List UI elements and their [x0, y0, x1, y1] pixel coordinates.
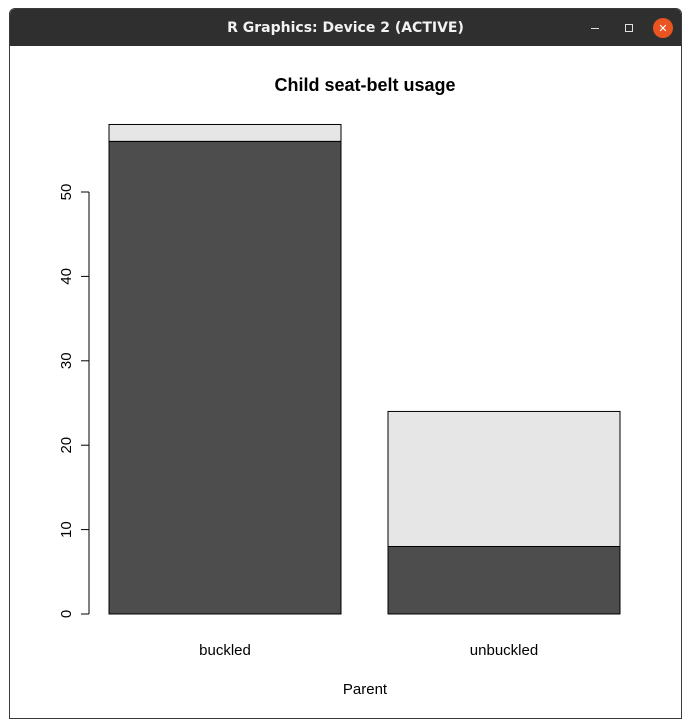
minimize-icon	[591, 27, 599, 29]
bar-buckled-segment-1	[108, 140, 342, 615]
bar-chart: Child seat-belt usage Parent 0 10 20 30 40 50…	[58, 75, 621, 698]
y-tick-label: 40	[58, 268, 75, 285]
bar-unbuckled-segment-1	[387, 545, 621, 615]
title-bar[interactable]: R Graphics: Device 2 (ACTIVE) ✕	[10, 9, 681, 46]
plot-area: Child seat-belt usage Parent 0 10 20 30 40 50…	[10, 46, 681, 718]
y-tick-label: 0	[58, 610, 75, 618]
y-tick-label: 10	[58, 521, 75, 538]
chart-title: Child seat-belt usage	[274, 75, 455, 95]
bar-buckled-segment-2	[108, 123, 342, 142]
x-tick-labels: buckled unbuckled	[199, 642, 538, 659]
bars-group	[108, 123, 621, 615]
y-tick-label: 50	[58, 184, 75, 201]
maximize-button[interactable]	[619, 18, 639, 38]
close-button[interactable]: ✕	[653, 18, 673, 38]
y-tick-label: 20	[58, 437, 75, 454]
x-tick-label-unbuckled: unbuckled	[470, 642, 538, 659]
minimize-button[interactable]	[585, 18, 605, 38]
y-axis: 0 10 20 30 40 50	[58, 184, 90, 618]
window-title: R Graphics: Device 2 (ACTIVE)	[227, 19, 464, 36]
y-tick-label: 30	[58, 352, 75, 369]
x-tick-label-buckled: buckled	[199, 642, 251, 659]
maximize-icon	[625, 24, 633, 32]
bar-unbuckled-segment-2	[387, 410, 621, 547]
r-graphics-window: R Graphics: Device 2 (ACTIVE) ✕ Child se…	[9, 8, 682, 719]
x-axis-label: Parent	[343, 681, 388, 698]
close-icon: ✕	[658, 21, 668, 35]
